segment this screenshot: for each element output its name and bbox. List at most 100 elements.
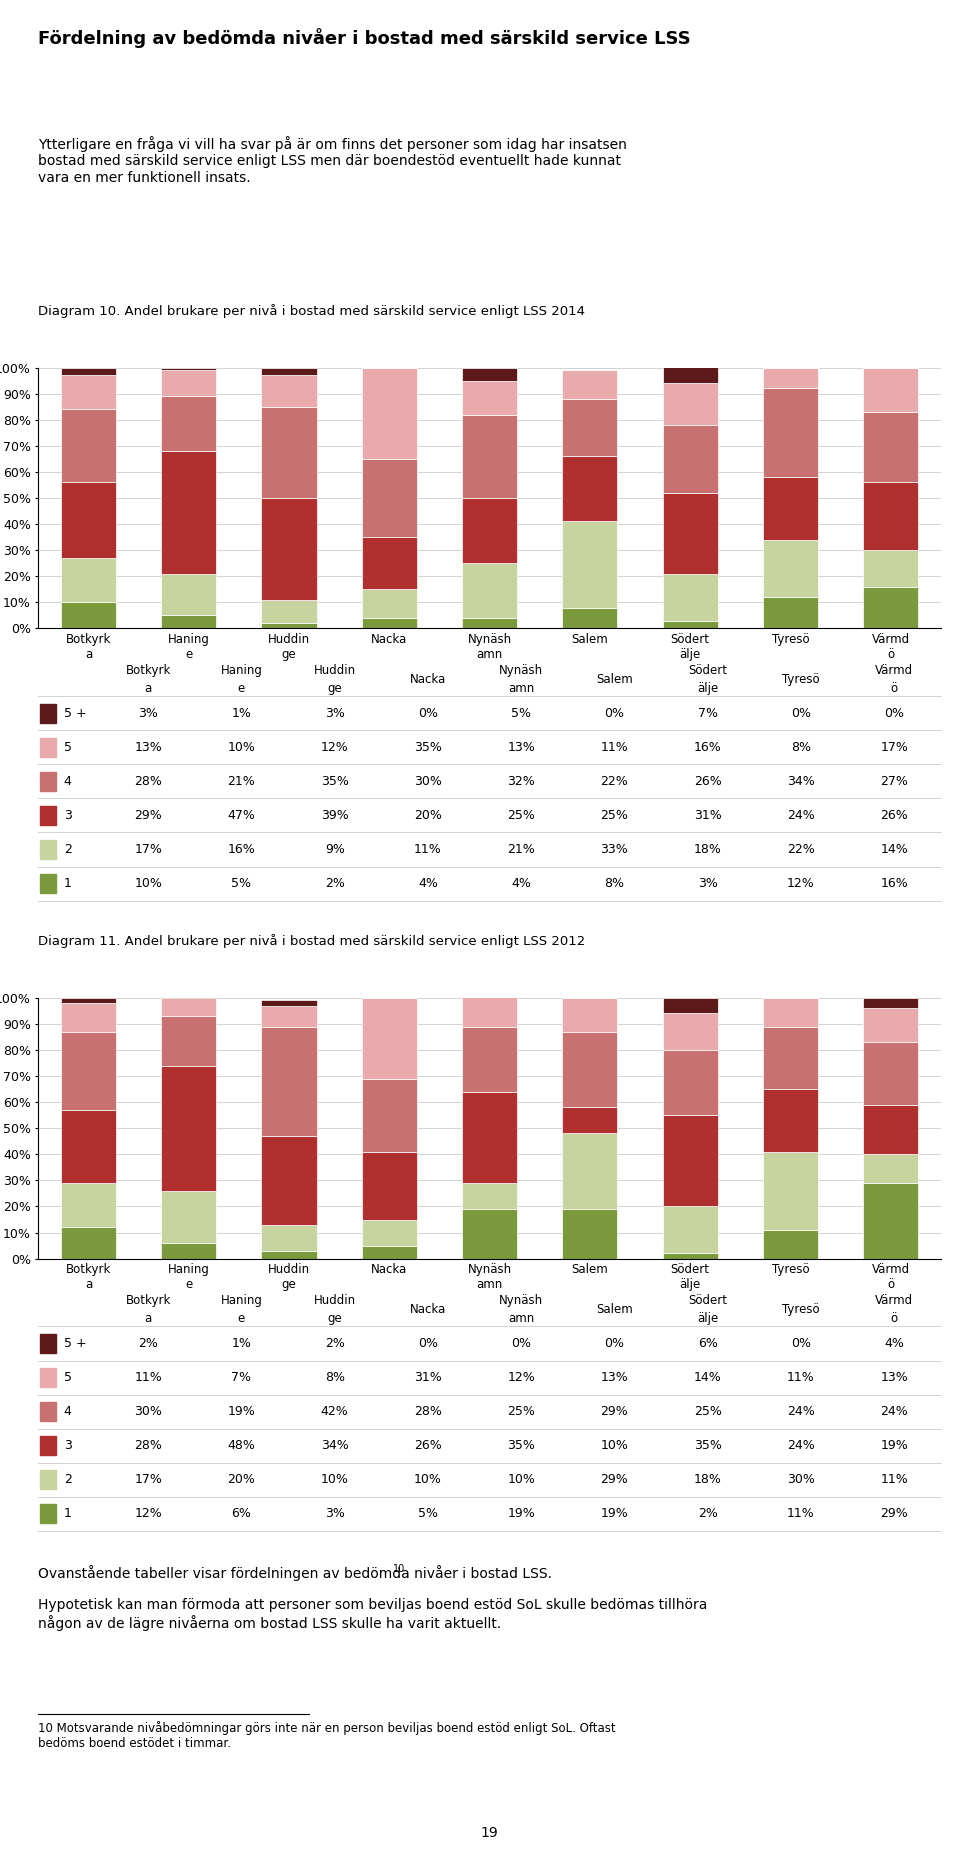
Bar <box>462 1027 517 1092</box>
Bar <box>863 1155 918 1183</box>
Bar <box>563 456 617 522</box>
Text: 18%: 18% <box>694 1474 722 1487</box>
Text: Salem: Salem <box>596 1302 633 1315</box>
Text: 10: 10 <box>393 1565 405 1574</box>
Bar <box>61 1032 116 1110</box>
Bar <box>362 1220 417 1246</box>
FancyBboxPatch shape <box>40 738 57 756</box>
Bar <box>362 619 417 628</box>
Bar <box>161 1190 216 1243</box>
Text: 4: 4 <box>63 775 72 788</box>
Text: 24%: 24% <box>880 1405 908 1418</box>
Text: 31%: 31% <box>414 1371 442 1384</box>
Text: 13%: 13% <box>507 741 535 755</box>
Bar <box>61 602 116 628</box>
Text: 29%: 29% <box>601 1405 628 1418</box>
Bar <box>563 1133 617 1209</box>
Text: 17%: 17% <box>134 1474 162 1487</box>
Text: 24%: 24% <box>787 1405 815 1418</box>
Text: 47%: 47% <box>228 809 255 822</box>
Bar <box>161 371 216 397</box>
Bar <box>61 1183 116 1228</box>
Text: 3%: 3% <box>698 877 718 891</box>
Text: Tyresö: Tyresö <box>782 1302 820 1315</box>
Bar <box>462 995 517 1027</box>
Text: 5: 5 <box>63 741 72 755</box>
Bar <box>462 367 517 380</box>
Bar <box>61 1002 116 1032</box>
Text: 8%: 8% <box>791 741 811 755</box>
Text: 10%: 10% <box>601 1440 629 1451</box>
FancyBboxPatch shape <box>40 1470 57 1489</box>
Bar <box>362 367 417 458</box>
Bar <box>161 1015 216 1066</box>
Bar <box>161 367 216 371</box>
Text: Nacka: Nacka <box>410 673 446 686</box>
Bar <box>763 388 818 477</box>
Bar <box>662 999 718 1013</box>
Bar <box>563 399 617 456</box>
Text: 0%: 0% <box>605 1338 624 1351</box>
Text: 25%: 25% <box>507 1405 535 1418</box>
Bar <box>763 999 818 1027</box>
Text: 28%: 28% <box>414 1405 442 1418</box>
Text: 3: 3 <box>63 1440 72 1451</box>
Text: 24%: 24% <box>787 809 815 822</box>
Bar <box>362 537 417 589</box>
Bar <box>863 1183 918 1259</box>
Text: Botkyrk: Botkyrk <box>126 663 171 676</box>
Text: ö: ö <box>891 682 898 695</box>
Text: a: a <box>145 1312 152 1325</box>
Text: 12%: 12% <box>787 877 815 891</box>
Bar <box>563 1032 617 1107</box>
Text: ö: ö <box>891 1312 898 1325</box>
FancyBboxPatch shape <box>40 771 57 790</box>
Text: 35%: 35% <box>414 741 442 755</box>
Bar <box>863 550 918 587</box>
Text: 10%: 10% <box>321 1474 348 1487</box>
Text: 2: 2 <box>63 1474 72 1487</box>
Text: 2%: 2% <box>698 1507 718 1520</box>
Text: 25%: 25% <box>507 809 535 822</box>
Text: ge: ge <box>327 682 342 695</box>
Text: e: e <box>238 1312 245 1325</box>
Text: 4%: 4% <box>884 1338 904 1351</box>
Text: 30%: 30% <box>414 775 442 788</box>
Text: 26%: 26% <box>414 1440 442 1451</box>
Text: 2%: 2% <box>324 877 345 891</box>
Bar <box>161 999 216 1015</box>
Bar <box>662 1116 718 1207</box>
Bar <box>61 1228 116 1259</box>
Text: 8%: 8% <box>324 1371 345 1384</box>
Text: Haning: Haning <box>221 1295 262 1308</box>
Text: 9%: 9% <box>324 842 345 855</box>
Text: 16%: 16% <box>228 842 255 855</box>
Text: 0%: 0% <box>511 1338 531 1351</box>
Text: 10%: 10% <box>228 741 255 755</box>
Bar <box>261 406 317 497</box>
Bar <box>362 589 417 619</box>
Text: 1: 1 <box>63 1507 72 1520</box>
Text: 1: 1 <box>63 877 72 891</box>
Bar <box>61 557 116 602</box>
Text: Salem: Salem <box>596 673 633 686</box>
Bar <box>662 384 718 425</box>
Text: 5 +: 5 + <box>63 1338 86 1351</box>
Text: Haning: Haning <box>221 663 262 676</box>
Text: 42%: 42% <box>321 1405 348 1418</box>
Text: 0%: 0% <box>605 706 624 719</box>
Bar <box>161 1243 216 1259</box>
Text: 29%: 29% <box>880 1507 908 1520</box>
Bar <box>161 574 216 615</box>
Text: 13%: 13% <box>880 1371 908 1384</box>
Bar <box>462 1183 517 1209</box>
Text: 11%: 11% <box>880 1474 908 1487</box>
Text: 10%: 10% <box>507 1474 535 1487</box>
Text: Södert: Södert <box>688 1295 727 1308</box>
Text: e: e <box>238 682 245 695</box>
FancyBboxPatch shape <box>40 1403 57 1421</box>
Text: 1%: 1% <box>231 1338 252 1351</box>
Text: 16%: 16% <box>880 877 908 891</box>
Bar <box>161 995 216 999</box>
Text: 39%: 39% <box>321 809 348 822</box>
